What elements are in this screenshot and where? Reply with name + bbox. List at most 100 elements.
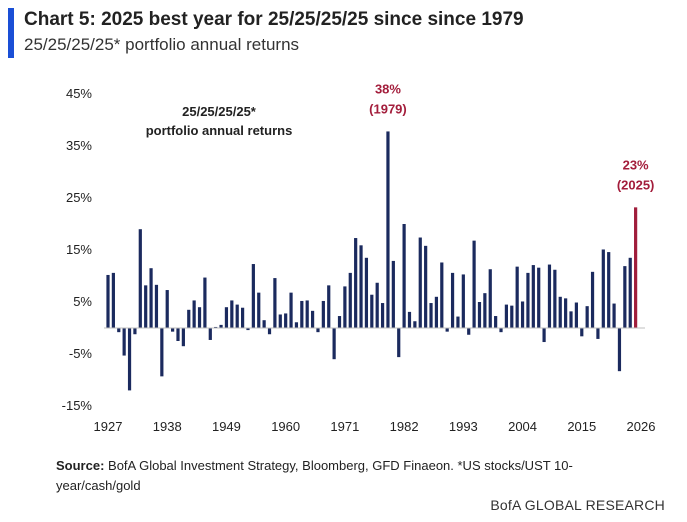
bar [634, 207, 638, 328]
bar [187, 309, 191, 328]
bar [424, 245, 428, 328]
bar [343, 286, 347, 328]
bar [537, 267, 541, 328]
inner-chart-label-line1: 25/25/25/25* [182, 104, 257, 119]
bar [176, 328, 180, 341]
bar [278, 314, 282, 328]
y-tick-label: 5% [73, 294, 92, 309]
bar [165, 290, 169, 328]
bar [386, 131, 390, 328]
source-note: Source: BofA Global Investment Strategy,… [56, 456, 616, 496]
bar [224, 307, 229, 328]
bar [623, 266, 627, 328]
bar [440, 262, 444, 328]
bar [171, 328, 175, 332]
y-tick-label: -15% [62, 398, 93, 413]
bar [488, 269, 492, 328]
bar [574, 302, 578, 328]
bar [149, 268, 153, 328]
source-label: Source: [56, 458, 105, 473]
x-tick-label: 1971 [330, 419, 359, 434]
bar [181, 328, 185, 347]
bar [450, 272, 455, 328]
bar [310, 310, 315, 328]
annotation-year: (2025) [617, 177, 655, 192]
bar [300, 300, 304, 328]
bar [160, 328, 164, 377]
bar [316, 328, 320, 333]
bar [154, 284, 159, 328]
bar [590, 271, 595, 328]
bar [429, 303, 433, 328]
x-tick-label: 1993 [449, 419, 478, 434]
brand-label: BofA GLOBAL RESEARCH [490, 497, 665, 513]
bar [359, 245, 363, 328]
bar [208, 328, 212, 340]
bar [472, 240, 476, 328]
bar [407, 311, 412, 328]
y-tick-label: 15% [66, 242, 92, 257]
bar [601, 249, 605, 328]
bar [251, 264, 255, 328]
annotations: 38% (1979) 23% (2025) [369, 81, 654, 192]
bar [515, 266, 519, 328]
bar [203, 277, 207, 328]
bar [370, 294, 374, 328]
x-tick-label: 2015 [567, 419, 596, 434]
inner-chart-label-line2: portfolio annual returns [146, 123, 293, 138]
bar [364, 257, 369, 328]
bar [617, 328, 622, 372]
bar [321, 300, 325, 328]
bar [327, 285, 331, 328]
bar [413, 321, 417, 328]
bar [391, 260, 395, 328]
x-tick-label: 2026 [627, 419, 656, 434]
x-tick-label: 1960 [271, 419, 300, 434]
bar [553, 269, 557, 328]
bar [262, 320, 266, 328]
bar [494, 316, 498, 328]
bar [499, 328, 503, 333]
bar [267, 328, 272, 335]
bar [138, 229, 142, 328]
bar [580, 328, 584, 337]
bar [348, 272, 352, 328]
bar [569, 311, 573, 328]
bar [246, 328, 250, 331]
bar-series [106, 131, 638, 391]
bar [133, 328, 137, 335]
bar [257, 292, 261, 328]
x-tick-label: 1982 [390, 419, 419, 434]
x-tick-label: 2004 [508, 419, 537, 434]
bar [380, 303, 385, 328]
chart-title: Chart 5: 2025 best year for 25/25/25/25 … [24, 9, 524, 30]
annotation-value: 23% [623, 157, 649, 172]
bar [456, 316, 460, 328]
y-tick-label: -5% [69, 346, 93, 361]
bar [214, 326, 218, 328]
bar [461, 274, 465, 328]
bar [289, 292, 293, 328]
bar [106, 274, 110, 328]
bar [117, 328, 121, 333]
source-text: BofA Global Investment Strategy, Bloombe… [56, 458, 573, 493]
bar [596, 328, 600, 339]
bar [434, 296, 439, 328]
bar [219, 324, 223, 328]
bar [542, 328, 546, 343]
bar [230, 300, 234, 328]
bar [477, 302, 482, 328]
bar [235, 304, 239, 328]
bar [294, 322, 299, 328]
bar [467, 328, 471, 335]
annotation-value: 38% [375, 81, 401, 96]
bar [284, 313, 288, 328]
title-accent-bar [8, 8, 14, 58]
bar [564, 298, 568, 328]
bar [504, 304, 508, 328]
y-axis: -15% -5% 5% 15% 25% 35% 45% [62, 86, 93, 413]
x-tick-label: 1938 [153, 419, 182, 434]
bar [445, 328, 449, 332]
bar [332, 328, 336, 360]
